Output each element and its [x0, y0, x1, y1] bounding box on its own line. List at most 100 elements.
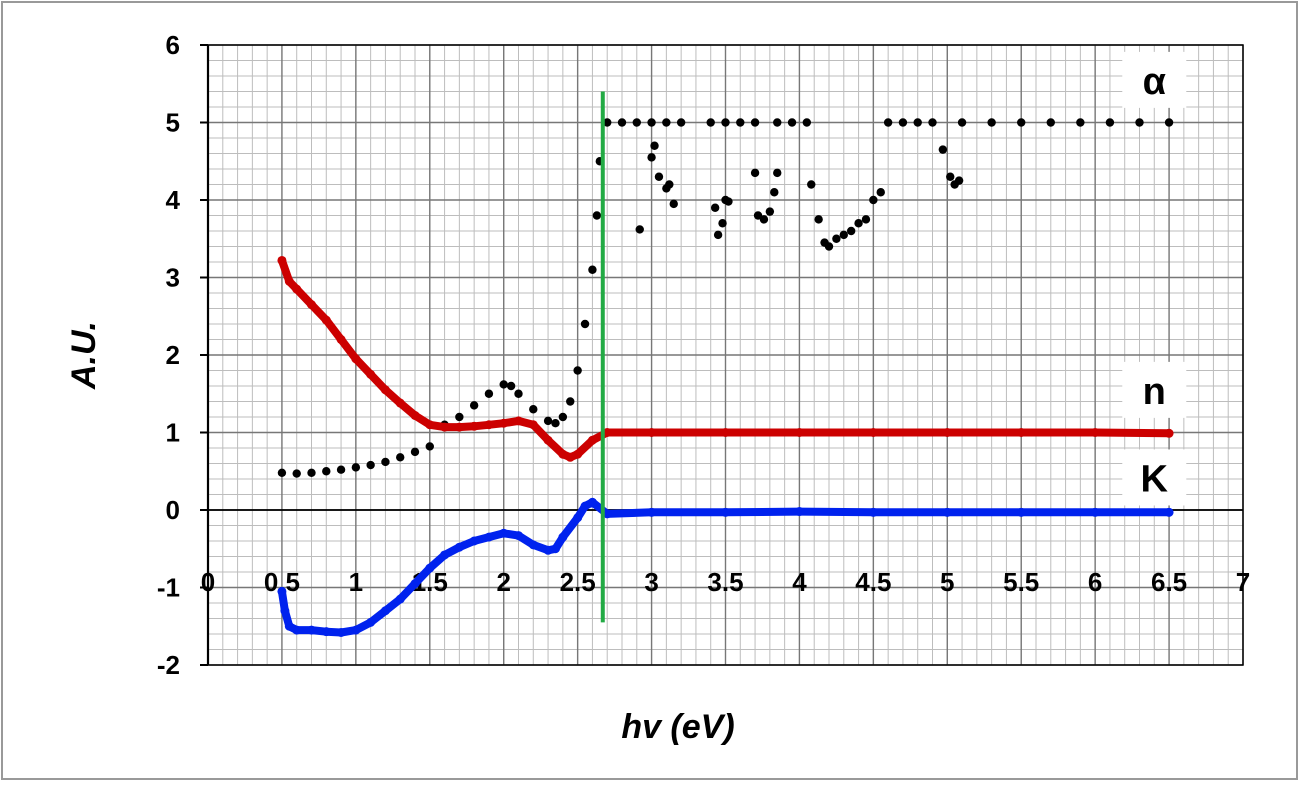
data-point [854, 219, 863, 228]
data-point [277, 255, 287, 265]
data-point [954, 176, 964, 185]
data-point [750, 168, 760, 178]
data-point [883, 118, 893, 127]
data-point [721, 507, 730, 517]
data-point [736, 118, 745, 127]
x-tick-label: 5.5 [1003, 567, 1039, 597]
series-α [277, 118, 1174, 478]
data-point [647, 153, 656, 162]
data-point [913, 118, 922, 127]
y-axis-title: A.U. [65, 321, 103, 390]
series-label-bg [1122, 51, 1187, 108]
data-point [669, 199, 678, 209]
data-point [724, 197, 733, 206]
data-point [710, 203, 720, 212]
data-point [573, 513, 583, 523]
data-point [454, 422, 464, 432]
data-point [662, 118, 671, 127]
data-point [802, 118, 812, 127]
data-point [773, 168, 782, 178]
data-point [514, 416, 523, 426]
data-point [280, 606, 290, 616]
data-point [366, 369, 376, 379]
data-point [587, 497, 597, 507]
data-point [706, 118, 715, 127]
data-point [635, 225, 644, 234]
data-point [676, 118, 686, 127]
data-point [1164, 118, 1174, 127]
data-point [587, 435, 597, 445]
data-point [868, 507, 878, 517]
data-point [396, 453, 405, 462]
data-point [946, 172, 955, 181]
data-point [292, 625, 302, 635]
data-point [484, 420, 494, 430]
x-tick-label: 0 [201, 567, 215, 597]
x-tick-label: 2.5 [560, 567, 596, 597]
y-tick-label: -1 [157, 573, 180, 603]
data-point [759, 215, 769, 224]
series-label-n: n [1143, 371, 1166, 413]
data-point [566, 397, 575, 406]
data-point [277, 586, 287, 596]
x-tick-label: 3 [644, 567, 658, 597]
data-point [602, 509, 612, 519]
data-point [484, 389, 494, 398]
x-tick-label: 5 [940, 567, 954, 597]
data-point [307, 468, 316, 477]
y-tick-label: 0 [166, 495, 180, 525]
series-label-α: α [1143, 61, 1166, 103]
data-point [528, 540, 538, 550]
data-point [395, 398, 405, 408]
data-point [787, 118, 797, 127]
data-point [351, 354, 361, 364]
data-point [753, 211, 763, 220]
data-point [861, 215, 871, 224]
data-point [1016, 428, 1026, 437]
data-point [543, 545, 553, 555]
data-point [565, 452, 575, 462]
data-point [750, 118, 760, 127]
data-point [425, 442, 434, 451]
data-point [381, 457, 390, 467]
data-point [558, 449, 568, 459]
data-point [603, 118, 612, 127]
series-label-K: K [1141, 458, 1169, 500]
data-point [1076, 118, 1085, 127]
data-point [1090, 428, 1100, 437]
data-point [647, 507, 657, 517]
x-tick-label: 2 [496, 567, 510, 597]
data-point [292, 284, 302, 294]
data-point [588, 265, 597, 274]
data-point [942, 507, 952, 517]
data-point [832, 234, 841, 243]
x-tick-labels: 0 0.5 1 1.5 2 2.5 3 3.5 4 4.5 5 5.5 6 6.5 7 [201, 567, 1250, 597]
data-point [928, 118, 937, 127]
data-point [307, 300, 316, 310]
x-tick-label: 7 [1236, 567, 1250, 597]
data-point [632, 118, 641, 127]
data-point [957, 118, 967, 127]
data-point [395, 594, 405, 604]
data-point [351, 625, 361, 635]
data-point [469, 401, 479, 410]
data-point [410, 579, 420, 589]
data-point [580, 501, 590, 511]
data-point [499, 380, 508, 389]
data-point [665, 180, 674, 189]
data-point [551, 419, 560, 428]
data-point [942, 428, 952, 437]
y-tick-labels: -2 -1 0 1 2 3 4 5 6 [157, 30, 181, 680]
data-point [650, 141, 659, 150]
x-tick-label: 3.5 [707, 567, 743, 597]
data-point [336, 627, 346, 637]
y-tick-label: 4 [166, 185, 181, 215]
data-point [592, 211, 602, 220]
data-point [410, 447, 420, 457]
data-point [794, 428, 804, 437]
data-point [573, 366, 582, 375]
data-point [1164, 507, 1174, 517]
data-point [573, 449, 583, 459]
